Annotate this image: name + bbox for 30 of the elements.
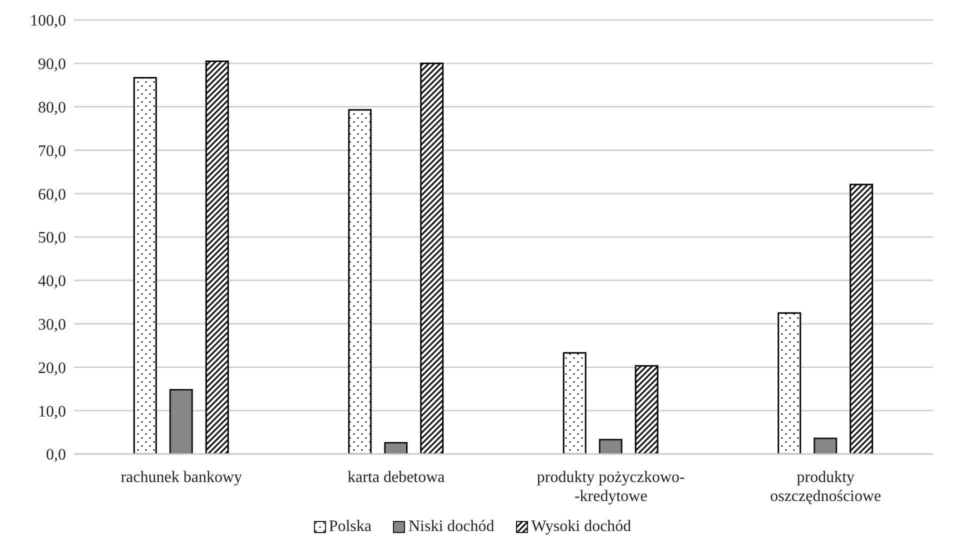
- y-tick-label: 80,0: [38, 99, 66, 116]
- y-tick-label: 50,0: [38, 230, 66, 247]
- bar: [814, 438, 838, 454]
- y-tick-label: 90,0: [38, 56, 66, 74]
- y-tick-label: 100,0: [30, 12, 66, 30]
- bar: [169, 389, 193, 454]
- y-tick-label: 70,0: [38, 142, 66, 160]
- bar: [634, 365, 658, 454]
- x-tick-label: karta debetowa: [347, 469, 445, 486]
- y-tick-label: 30,0: [38, 316, 66, 334]
- y-tick-label: 20,0: [38, 360, 66, 377]
- legend-label: Niski dochód: [407, 518, 494, 536]
- bar: [205, 60, 229, 454]
- legend-label: Wysoki dochód: [530, 518, 632, 536]
- y-tick-label: 60,0: [38, 186, 66, 204]
- legend-label: Polska: [328, 518, 372, 536]
- y-tick-label: 10,0: [38, 403, 66, 420]
- y-tick-label: 0,0: [46, 446, 66, 464]
- bar: [348, 109, 372, 454]
- bar: [562, 352, 586, 454]
- bar: [384, 442, 408, 454]
- bar: [598, 438, 622, 454]
- bar: [778, 312, 802, 454]
- bar: [133, 76, 157, 454]
- x-tick-label: produkty oszczędnościowe: [770, 469, 882, 505]
- x-tick-label: produkty pożyczkowo- -kredytowe: [536, 469, 685, 505]
- x-tick-label: rachunek bankowy: [120, 469, 242, 486]
- bar: [850, 184, 874, 454]
- y-tick-label: 40,0: [38, 273, 66, 290]
- bar: [420, 62, 444, 454]
